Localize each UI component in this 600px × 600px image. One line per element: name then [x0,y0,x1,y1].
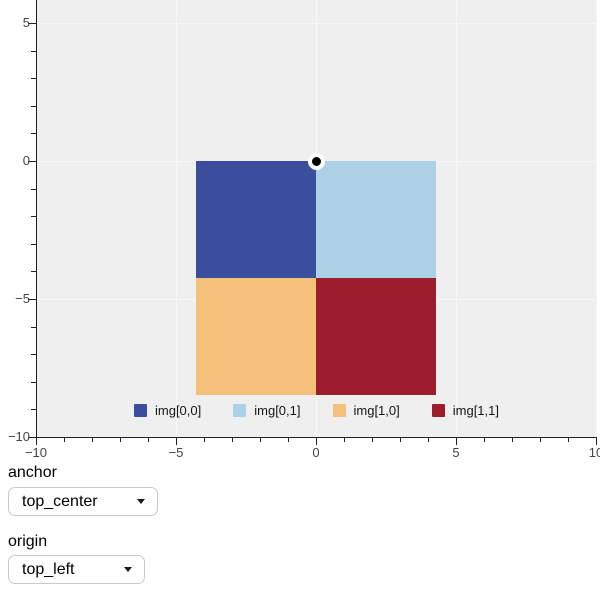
y-minor-tick [31,271,36,272]
x-major-tick [36,437,37,445]
x-minor-tick [204,437,205,442]
y-minor-tick [31,382,36,383]
y-minor-tick [31,354,36,355]
y-minor-tick [31,409,36,410]
legend-swatch [332,403,346,417]
plot-figure: img[0,0] img[0,1] img[1,0] img[1,1] −10 −5 0 5 1… [7,0,600,460]
x-major-tick [176,437,177,445]
x-minor-tick [148,437,149,442]
x-minor-tick [92,437,93,442]
y-major-tick [28,299,36,300]
legend-label: img[1,1] [452,402,499,418]
y-minor-tick [31,78,36,79]
x-tick-label: 5 [452,445,460,460]
x-tick-label: −10 [24,445,48,460]
x-major-tick [316,437,317,445]
x-minor-tick [512,437,513,442]
x-tick-label: 0 [312,445,320,460]
x-tick-label: −5 [168,445,184,460]
image-cell-0-1 [316,161,436,278]
y-minor-tick [31,133,36,134]
legend-swatch [431,403,445,417]
x-minor-tick [372,437,373,442]
x-minor-tick [260,437,261,442]
legend-label: img[1,0] [353,402,400,418]
image-cell-0-0 [196,161,316,278]
y-major-tick [28,437,36,438]
x-minor-tick [484,437,485,442]
gridline-horizontal [37,23,596,24]
x-minor-tick [400,437,401,442]
legend-item: img[1,1] [431,402,499,418]
x-major-tick [596,437,597,445]
y-axis-line [36,0,37,438]
origin-select-value: top_left [22,560,75,578]
y-tick-label: 5 [22,15,30,30]
legend-swatch [134,403,147,417]
image-cell-1-0 [196,278,316,395]
legend-item: img[0,1] [233,402,301,418]
gridline-vertical [456,0,457,437]
x-minor-tick [288,437,289,442]
legend-label: img[0,1] [254,402,301,418]
chevron-down-icon [124,567,132,572]
y-tick-label: −5 [15,291,30,306]
y-major-tick [28,161,36,162]
x-minor-tick [64,437,65,442]
anchor-select-value: top_center [22,492,98,510]
gridline-vertical [596,0,597,437]
y-minor-tick [31,244,36,245]
x-minor-tick [232,437,233,442]
x-tick-label: 10 [588,445,600,460]
y-major-tick [28,23,36,24]
x-minor-tick [568,437,569,442]
origin-select[interactable]: top_left [8,555,145,584]
y-minor-tick [31,106,36,107]
y-minor-tick [31,189,36,190]
anchor-select[interactable]: top_center [8,487,158,516]
y-minor-tick [31,51,36,52]
origin-label: origin [8,533,48,550]
gridline-vertical [176,0,177,437]
y-tick-label: −10 [7,429,30,444]
legend-label: img[0,0] [155,402,202,418]
legend: img[0,0] img[0,1] img[1,0] img[1,1] [37,402,596,418]
legend-item: img[1,0] [332,402,400,418]
image-cell-1-1 [316,278,436,395]
chevron-down-icon [137,499,145,504]
x-minor-tick [540,437,541,442]
x-major-tick [456,437,457,445]
x-minor-tick [428,437,429,442]
x-minor-tick [120,437,121,442]
y-tick-label: 0 [22,153,30,168]
anchor-point-marker [307,152,325,170]
anchor-label: anchor [8,464,57,481]
x-minor-tick [344,437,345,442]
legend-item: img[0,0] [134,403,201,418]
y-minor-tick [31,327,36,328]
y-minor-tick [31,216,36,217]
legend-swatch [233,403,247,417]
